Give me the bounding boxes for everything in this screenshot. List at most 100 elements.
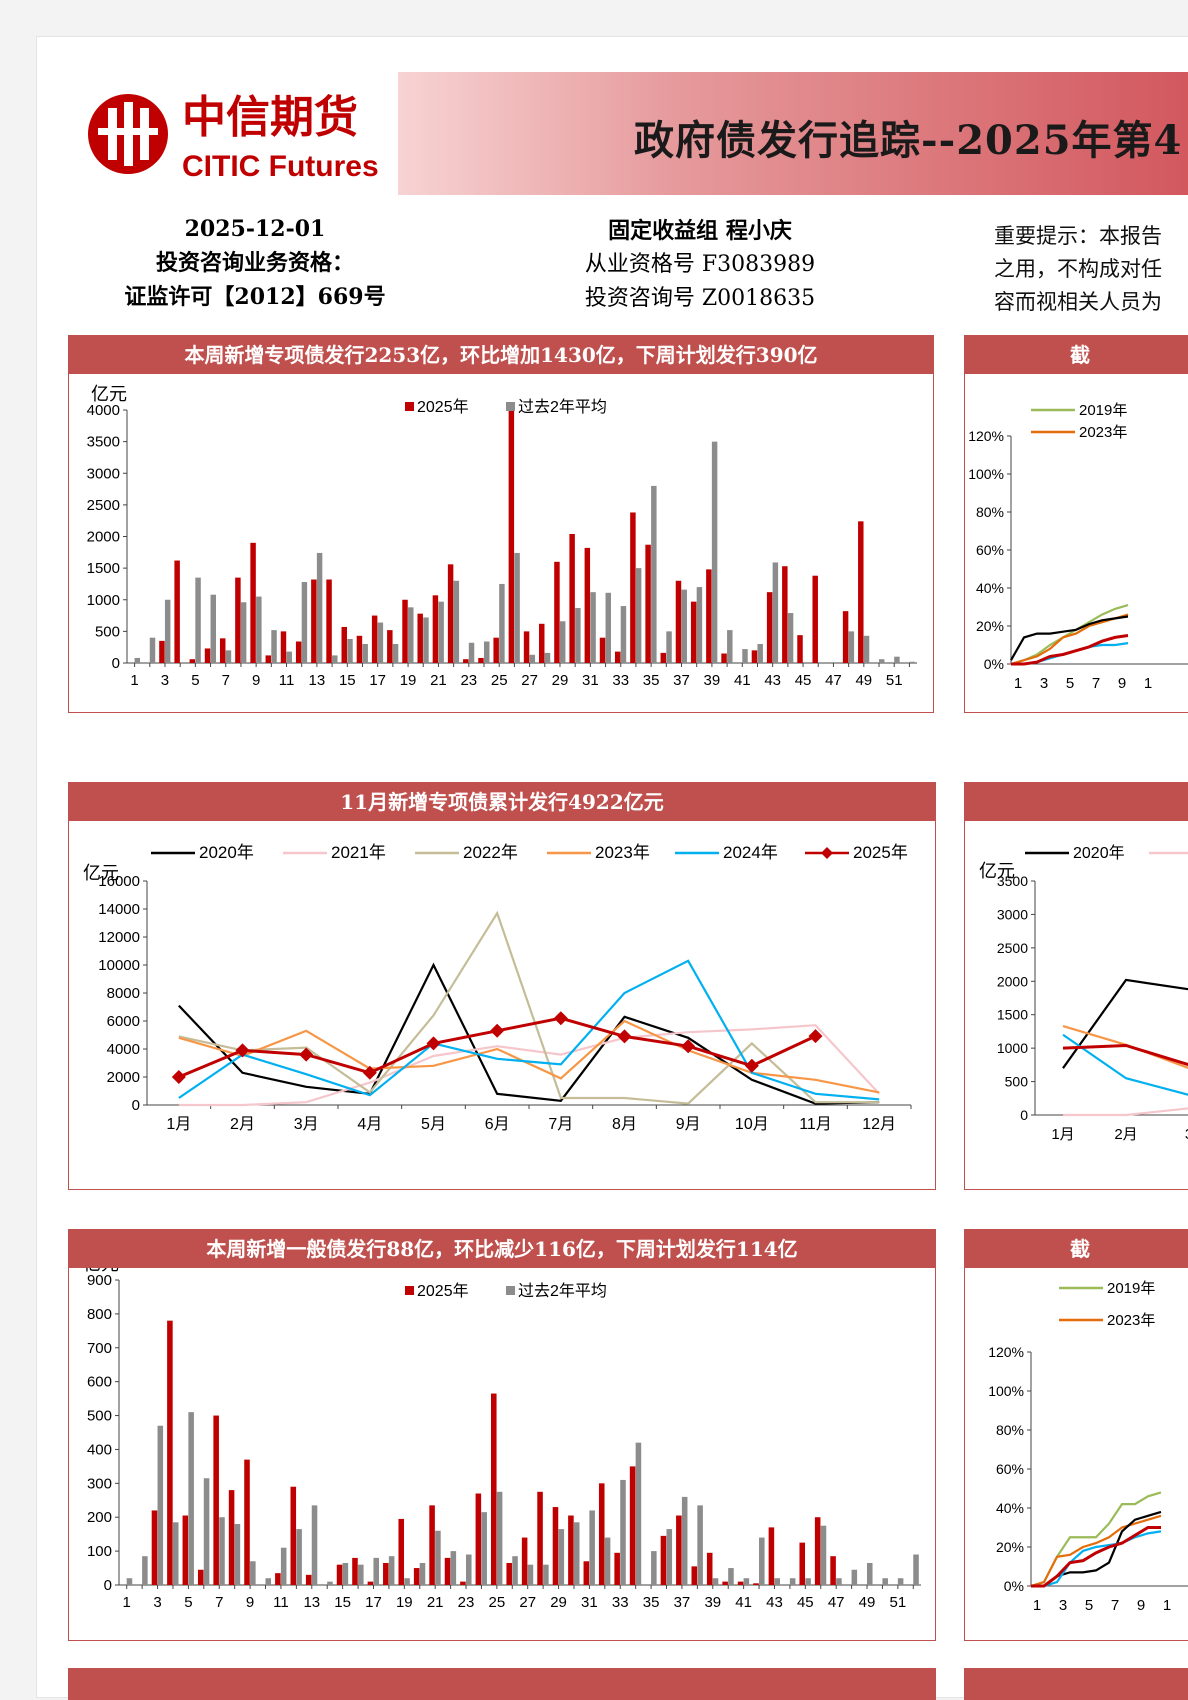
y-axis-label: 亿元 xyxy=(83,1268,119,1274)
x-tick-label: 1月 xyxy=(166,1116,191,1133)
bar-avg xyxy=(404,1578,410,1585)
date-block: 2025-12-01 投资咨询业务资格： 证监许可【2012】669号 xyxy=(110,212,400,314)
x-tick-label: 43 xyxy=(766,1594,783,1611)
x-tick-label: 37 xyxy=(673,672,690,689)
bar-current xyxy=(432,595,439,663)
bar-avg xyxy=(296,1529,302,1585)
x-tick-label: 47 xyxy=(828,1594,845,1611)
x-tick-label: 8月 xyxy=(612,1116,637,1133)
bar-current xyxy=(356,635,363,663)
consult-number: 投资咨询号 Z0018635 xyxy=(584,286,816,311)
bar-avg xyxy=(157,1425,164,1585)
bar-current xyxy=(429,1505,435,1585)
bar-avg xyxy=(316,552,323,663)
x-tick-label: 47 xyxy=(825,672,842,689)
bar-current xyxy=(676,1515,682,1585)
x-tick-label: 1 xyxy=(1163,1597,1171,1614)
x-tick-label: 39 xyxy=(704,672,721,689)
bar-avg xyxy=(512,1556,518,1585)
x-tick-label: 51 xyxy=(890,1594,907,1611)
y-tick-label: 2000 xyxy=(107,1069,140,1086)
x-tick-label: 27 xyxy=(519,1594,536,1611)
bar-current xyxy=(213,1415,219,1585)
bar-current xyxy=(706,1552,713,1585)
bar-current xyxy=(235,577,241,663)
bar-avg xyxy=(848,631,855,663)
bar-current xyxy=(598,1483,605,1585)
bar-current xyxy=(174,560,180,663)
series-line-2023年 xyxy=(1030,1514,1162,1588)
bar-current xyxy=(326,579,332,663)
series-line-s1 xyxy=(1063,1107,1188,1117)
bar-current xyxy=(493,637,499,663)
author-block: 固定收益组 程小庆 从业资格号 F3083989 投资咨询号 Z0018635 xyxy=(555,214,845,316)
series-line-s4 xyxy=(1011,634,1129,666)
bar-avg xyxy=(894,656,900,663)
bar-avg xyxy=(913,1554,919,1585)
bar-current xyxy=(554,561,560,663)
bar-current xyxy=(244,1459,250,1585)
legend-swatch xyxy=(405,1286,414,1295)
legend-label: 2023年 xyxy=(595,843,650,862)
chart-general-ratio: 0% 20% 40% 60% 80% 100% 120% 1 3 5 7 9 1 2019年 2023年 xyxy=(988,1280,1188,1614)
bar-current xyxy=(768,1527,775,1585)
x-tick-label: 17 xyxy=(369,672,386,689)
x-tick-label: 15 xyxy=(334,1594,351,1611)
bar-avg xyxy=(727,630,733,663)
y-tick-label: 300 xyxy=(87,1475,112,1492)
bar-current xyxy=(219,638,226,663)
bar-current xyxy=(189,659,196,663)
bar-avg xyxy=(419,1562,426,1585)
bar-avg xyxy=(465,1554,472,1585)
bar-avg xyxy=(373,1557,380,1585)
y-axis-label: 亿元 xyxy=(979,861,1015,881)
bar-current xyxy=(630,512,636,663)
bar-avg xyxy=(483,641,490,663)
data-point xyxy=(808,1029,823,1044)
bar-current xyxy=(523,631,530,663)
y-tick-label: 1000 xyxy=(997,1040,1028,1056)
x-tick-label: 1 xyxy=(1144,675,1152,692)
bar-avg xyxy=(774,1578,781,1585)
x-tick-label: 13 xyxy=(309,672,326,689)
y-tick-label: 2500 xyxy=(87,497,120,514)
series-line-2024年 xyxy=(178,959,880,1101)
bar-current xyxy=(782,566,788,663)
qualification-label: 投资咨询业务资格： xyxy=(155,250,354,276)
bar-avg xyxy=(635,1442,642,1585)
y-tick-label: 120% xyxy=(988,1344,1024,1360)
bar-avg xyxy=(620,606,627,663)
bar-avg xyxy=(527,1564,534,1585)
bar-current xyxy=(367,1581,374,1585)
x-tick-label: 9 xyxy=(1118,675,1126,692)
bar-avg xyxy=(559,621,566,663)
y-tick-label: 3500 xyxy=(997,873,1028,889)
x-tick-label: 49 xyxy=(855,672,872,689)
x-tick-label: 5月 xyxy=(421,1116,446,1133)
series-line-s4 xyxy=(1031,1526,1161,1588)
x-tick-label: 21 xyxy=(427,1594,444,1611)
y-tick-label: 500 xyxy=(95,623,120,640)
bar-avg xyxy=(728,1568,734,1585)
bar-avg xyxy=(225,650,232,663)
bar-avg xyxy=(575,607,581,663)
bar-current xyxy=(508,410,515,663)
series-line-2022年 xyxy=(178,910,880,1105)
series-line-s3 xyxy=(1031,1530,1162,1588)
bar-avg xyxy=(392,644,399,663)
panel-title: 11月新增专项债累计发行4922亿元 xyxy=(69,783,935,821)
bar-avg xyxy=(681,589,687,663)
y-tick-label: 120% xyxy=(968,428,1004,444)
bar-current xyxy=(463,659,469,663)
bar-avg xyxy=(219,1517,225,1585)
bar-avg xyxy=(529,654,536,663)
bar-current xyxy=(151,1510,158,1585)
x-tick-label: 5 xyxy=(1066,675,1074,692)
y-tick-label: 4000 xyxy=(87,402,120,419)
series-line-2019年 xyxy=(1030,1491,1162,1588)
bar-avg xyxy=(514,552,520,663)
y-tick-label: 100 xyxy=(87,1543,112,1560)
bar-current xyxy=(814,1517,821,1585)
x-tick-label: 9 xyxy=(246,1594,254,1611)
